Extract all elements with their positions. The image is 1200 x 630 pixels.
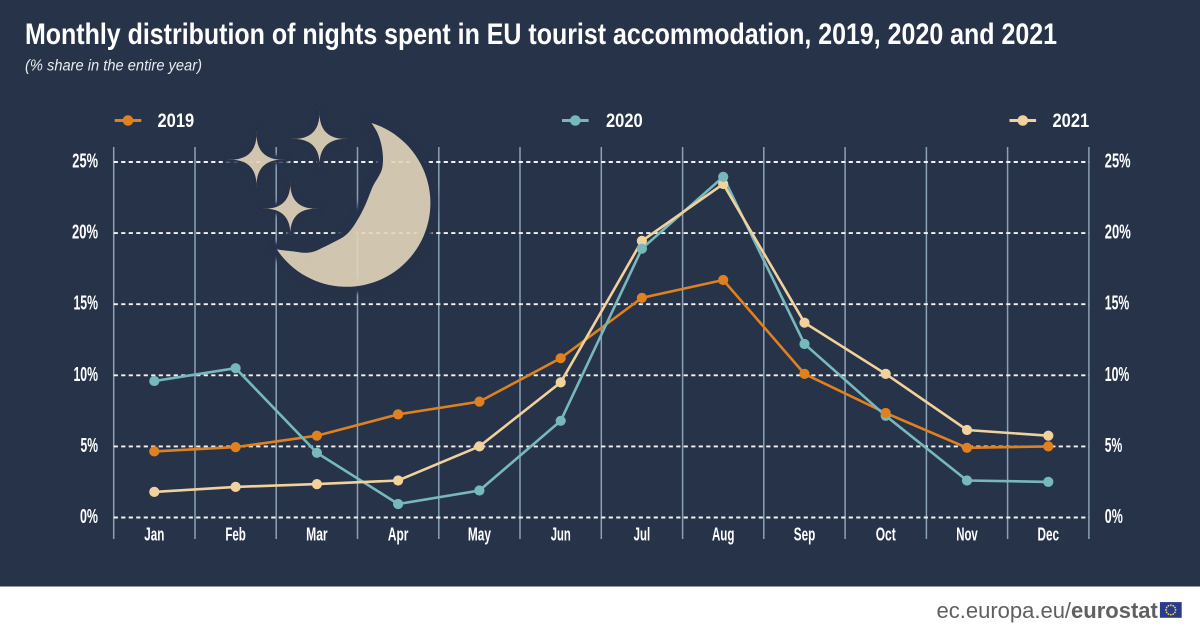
svg-text:15%: 15% xyxy=(1105,292,1130,315)
svg-text:2019: 2019 xyxy=(158,111,195,132)
svg-text:(% share in the entire year): (% share in the entire year) xyxy=(25,58,202,75)
svg-text:Feb: Feb xyxy=(225,524,246,545)
svg-text:Mar: Mar xyxy=(306,524,328,545)
svg-text:Dec: Dec xyxy=(1038,524,1060,545)
svg-text:May: May xyxy=(468,524,491,545)
svg-text:10%: 10% xyxy=(1105,363,1130,386)
svg-text:20%: 20% xyxy=(72,221,98,244)
svg-text:20%: 20% xyxy=(1105,221,1131,244)
svg-text:Nov: Nov xyxy=(956,524,978,545)
svg-text:0%: 0% xyxy=(80,505,98,528)
svg-text:Apr: Apr xyxy=(388,524,409,545)
svg-text:Sep: Sep xyxy=(794,524,816,545)
svg-text:2021: 2021 xyxy=(1053,111,1090,132)
svg-text:0%: 0% xyxy=(1105,505,1123,528)
svg-text:Oct: Oct xyxy=(876,524,896,545)
svg-text:Jan: Jan xyxy=(144,524,164,545)
svg-text:25%: 25% xyxy=(1105,150,1131,173)
svg-text:2020: 2020 xyxy=(606,111,643,132)
svg-text:5%: 5% xyxy=(1105,434,1123,457)
svg-text:Jul: Jul xyxy=(634,524,651,545)
svg-text:25%: 25% xyxy=(72,150,98,173)
svg-text:Jun: Jun xyxy=(551,524,571,545)
svg-text:ec.europa.eu/eurostat: ec.europa.eu/eurostat xyxy=(937,598,1159,623)
svg-text:15%: 15% xyxy=(74,292,99,315)
svg-text:10%: 10% xyxy=(74,363,99,386)
svg-text:Monthly distribution of nights: Monthly distribution of nights spent in … xyxy=(25,18,1057,51)
svg-text:5%: 5% xyxy=(81,434,99,457)
svg-text:Aug: Aug xyxy=(712,524,735,545)
